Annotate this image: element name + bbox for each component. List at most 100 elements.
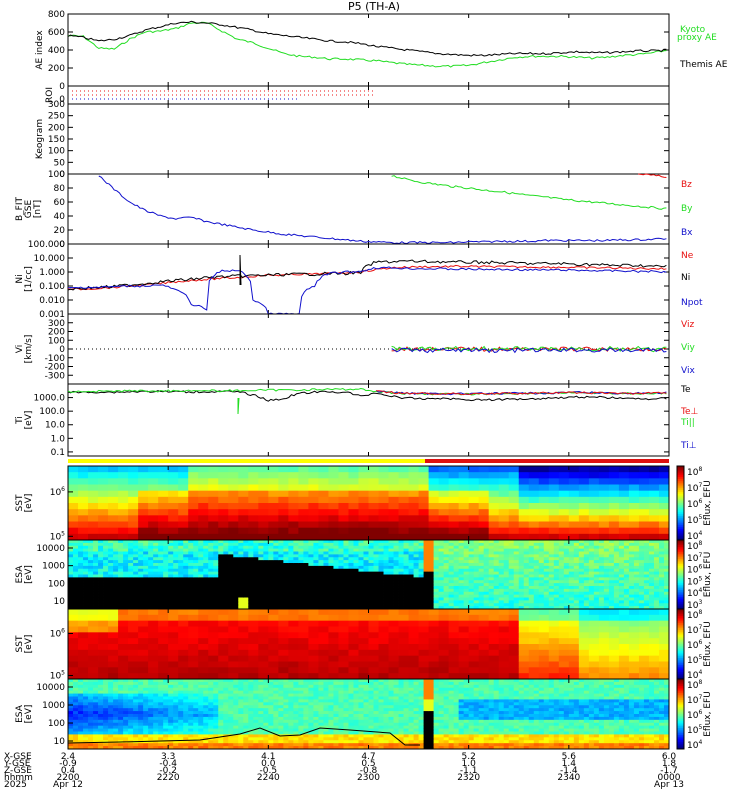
ti-legend-ti-perp: Ti⊥ — [680, 441, 697, 451]
x-axis-value: 2.4 — [61, 752, 76, 762]
keogram-ylabel: Keogram — [35, 119, 45, 159]
bfit-legend-by: By — [681, 204, 693, 214]
ni-y-tick-label: 10.000 — [34, 254, 66, 264]
keogram-y-tick-label: 150 — [48, 135, 65, 145]
esa_e-spectrogram — [68, 679, 670, 750]
vi-y-tick-label: -100 — [45, 354, 66, 364]
x-axis-value: 2200 — [57, 773, 80, 783]
vi-ylabel: [km/s] — [24, 335, 34, 364]
esa_i-spectrogram — [68, 540, 670, 610]
esa_i-colorbar-tick: 105 — [687, 575, 702, 587]
esa_i-y-tick-label: 100 — [48, 579, 65, 589]
esa_e-colorbar-tick: 105 — [687, 724, 702, 736]
x-axis-value: 0.0 — [261, 759, 276, 769]
esa_e-y-tick-label: 100 — [48, 719, 65, 729]
ni-y-tick-label: 0.010 — [39, 296, 65, 306]
esa_e-y-tick-label: 10000 — [36, 683, 65, 693]
ni-series-npot — [67, 266, 667, 315]
bfit-frame — [67, 173, 670, 245]
x-axis-value: -0.9 — [59, 759, 77, 769]
bfit-series-bx — [98, 175, 667, 245]
esa_e-colorbar-label: Eflux, EFU — [703, 691, 713, 737]
sst_i-colorbar-tick: 107 — [687, 482, 702, 494]
vi-legend-viy: Viy — [681, 343, 695, 353]
x-axis-value: 2340 — [557, 773, 580, 783]
bfit-y-tick-label: 80 — [54, 184, 66, 194]
x-axis-value: -0.2 — [159, 766, 177, 776]
ni-series-ne — [67, 264, 667, 291]
ni-y-tick-label: 100.000 — [28, 240, 65, 250]
sst_i-colorbar-label: Eflux, EFU — [703, 480, 713, 526]
ni-legend-ni: Ni — [681, 273, 690, 283]
sst_e-colorbar-tick: 104 — [687, 669, 702, 681]
x-axis-value: Apr 12 — [53, 780, 83, 790]
ni-legend-npot: Npot — [681, 298, 703, 308]
sst_e-spectrogram — [68, 609, 670, 680]
ti-spike — [237, 397, 240, 415]
x-axis-value: 2300 — [357, 773, 380, 783]
ae-y-tick-label: 200 — [48, 64, 65, 74]
vi-legend-vix: Vix — [681, 366, 695, 376]
x-axis-value: -0.4 — [159, 759, 177, 769]
sst_e-colorbar-label: Eflux, EFU — [703, 621, 713, 667]
x-axis-value: 4.7 — [361, 752, 375, 762]
ni-legend-ne: Ne — [681, 251, 694, 261]
ae-series-kyoto-proxy-ae — [67, 21, 667, 68]
esa_e-colorbar-tick: 108 — [687, 679, 702, 691]
vi-legend-viz: Viz — [681, 320, 694, 330]
ae-y-tick-label: 600 — [48, 28, 65, 38]
ae-ylabel: AE index — [35, 30, 45, 70]
esa_i-colorbar-tick: 106 — [687, 564, 702, 576]
ti-legend-te: Te — [680, 385, 691, 395]
ni-y-tick-label: 0.100 — [39, 282, 65, 292]
keogram-y-tick-label: 100 — [48, 147, 65, 157]
ae-legend-themis-ae: Themis AE — [679, 60, 728, 70]
esa_i-y-tick-label: 1000 — [42, 562, 65, 572]
bfit-y-tick-label: 60 — [54, 198, 66, 208]
bfit-y-tick-label: 40 — [54, 212, 66, 222]
ni-y-tick-label: 1.000 — [39, 268, 65, 278]
sst_i-y-tick-label: 106 — [50, 486, 65, 498]
x-axis-value: 2220 — [157, 773, 180, 783]
bfit-ylabel: B_FIT — [15, 197, 25, 222]
x-axis-value: 1.8 — [662, 759, 677, 769]
sst_i-colorbar-tick: 104 — [687, 530, 702, 542]
sst_e-colorbar-tick: 105 — [687, 654, 702, 666]
x-axis-value: 3.3 — [161, 752, 175, 762]
esa_i-colorbar-tick: 103 — [687, 599, 702, 611]
esa_i-ylabel: [eV] — [24, 565, 34, 584]
vi-series-vix — [391, 347, 667, 354]
keogram-y-tick-label: 250 — [48, 112, 65, 122]
ae-legend-proxy-ae: proxy AE — [677, 33, 717, 43]
vi-y-tick-label: 300 — [48, 319, 65, 329]
ae-y-tick-label: 0 — [59, 82, 65, 92]
x-axis-value: -1.1 — [460, 766, 478, 776]
x-axis-value: 1.4 — [562, 759, 577, 769]
bfit-series-by — [391, 175, 667, 210]
roi-y-tick-label: 0 — [59, 95, 65, 105]
esa_e-colorbar-tick: 104 — [687, 739, 702, 751]
ti-y-tick-label: 100.0 — [39, 407, 65, 417]
esa_i-colorbar-tick: 104 — [687, 587, 702, 599]
vi-ylabel: Vi — [15, 345, 25, 353]
ni-series-ni — [67, 259, 667, 291]
esa_e-y-tick-label: 1000 — [42, 701, 65, 711]
keogram-y-tick-label: 0 — [59, 170, 65, 180]
sst_e-y-tick-label: 105 — [50, 670, 65, 682]
sst_i-colorbar-tick: 106 — [687, 498, 702, 510]
keogram-y-tick-label: 300 — [48, 100, 65, 110]
sst_e-colorbar-tick: 106 — [687, 639, 702, 651]
x-axis-row-label: 2025 — [4, 780, 27, 790]
ni-frame — [67, 243, 670, 315]
mode-bar-slow — [68, 459, 425, 463]
vi-y-tick-label: -200 — [45, 363, 66, 373]
esa_i-colorbar-label: Eflux, EFU — [703, 552, 713, 598]
x-axis-value: 6.0 — [662, 752, 677, 762]
bfit-y-tick-label: 0 — [59, 240, 65, 250]
